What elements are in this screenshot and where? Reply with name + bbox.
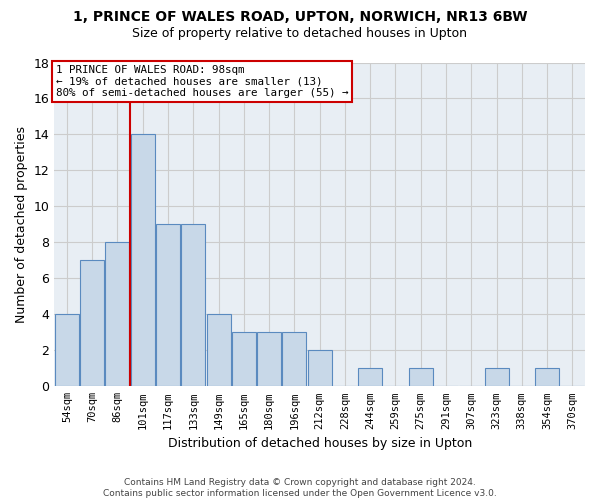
Bar [181,224,205,386]
X-axis label: Distribution of detached houses by size in Upton: Distribution of detached houses by size … [167,437,472,450]
Bar [80,260,104,386]
Bar [308,350,332,386]
Bar [131,134,155,386]
Bar [409,368,433,386]
Y-axis label: Number of detached properties: Number of detached properties [15,126,28,323]
Text: Size of property relative to detached houses in Upton: Size of property relative to detached ho… [133,28,467,40]
Bar [206,314,230,386]
Text: 1 PRINCE OF WALES ROAD: 98sqm
← 19% of detached houses are smaller (13)
80% of s: 1 PRINCE OF WALES ROAD: 98sqm ← 19% of d… [56,65,348,98]
Bar [106,242,130,386]
Bar [358,368,382,386]
Text: 1, PRINCE OF WALES ROAD, UPTON, NORWICH, NR13 6BW: 1, PRINCE OF WALES ROAD, UPTON, NORWICH,… [73,10,527,24]
Text: Contains HM Land Registry data © Crown copyright and database right 2024.
Contai: Contains HM Land Registry data © Crown c… [103,478,497,498]
Bar [485,368,509,386]
Bar [257,332,281,386]
Bar [535,368,559,386]
Bar [156,224,180,386]
Bar [55,314,79,386]
Bar [232,332,256,386]
Bar [283,332,307,386]
